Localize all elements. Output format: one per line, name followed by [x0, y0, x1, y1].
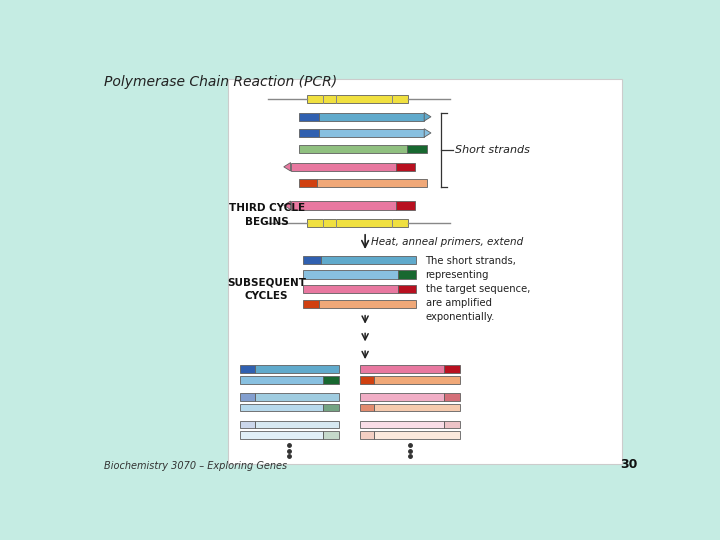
Bar: [395, 201, 415, 210]
Polygon shape: [424, 112, 431, 121]
Bar: [444, 365, 459, 373]
Text: Polymerase Chain Reaction (PCR): Polymerase Chain Reaction (PCR): [104, 75, 337, 89]
Bar: [336, 219, 392, 227]
Bar: [228, 79, 621, 464]
Bar: [307, 95, 323, 103]
Bar: [319, 112, 424, 121]
Bar: [240, 376, 323, 383]
Text: Short strands: Short strands: [455, 145, 530, 155]
Bar: [240, 365, 256, 373]
Bar: [444, 393, 459, 401]
Bar: [240, 403, 323, 411]
Bar: [240, 421, 256, 428]
Polygon shape: [424, 129, 431, 137]
Bar: [256, 365, 339, 373]
Bar: [240, 393, 256, 401]
Text: Heat, anneal primers, extend: Heat, anneal primers, extend: [371, 237, 523, 247]
Bar: [319, 300, 415, 308]
Bar: [256, 421, 339, 428]
Bar: [307, 219, 323, 227]
Bar: [256, 393, 339, 401]
Bar: [374, 431, 459, 439]
Bar: [392, 219, 408, 227]
Bar: [300, 112, 319, 121]
Bar: [374, 376, 459, 383]
Bar: [395, 163, 415, 171]
Bar: [300, 179, 317, 187]
Text: 30: 30: [620, 458, 637, 471]
Bar: [361, 393, 444, 401]
Text: SUBSEQUENT
CYCLES: SUBSEQUENT CYCLES: [228, 278, 306, 301]
Bar: [323, 403, 339, 411]
Bar: [336, 95, 392, 103]
Bar: [361, 365, 444, 373]
Bar: [291, 163, 395, 171]
Bar: [361, 431, 374, 439]
Bar: [303, 285, 397, 294]
Text: Biochemistry 3070 – Exploring Genes: Biochemistry 3070 – Exploring Genes: [104, 461, 287, 471]
Bar: [323, 219, 336, 227]
Bar: [317, 179, 427, 187]
Text: THIRD CYCLE
BEGINS: THIRD CYCLE BEGINS: [229, 204, 305, 227]
Bar: [240, 431, 323, 439]
Bar: [300, 145, 407, 153]
Polygon shape: [284, 201, 291, 210]
Bar: [361, 421, 444, 428]
Bar: [444, 421, 459, 428]
Bar: [397, 271, 415, 279]
Bar: [323, 431, 339, 439]
Bar: [291, 201, 395, 210]
Bar: [300, 129, 319, 137]
Bar: [319, 129, 424, 137]
Bar: [397, 285, 415, 294]
Bar: [303, 300, 319, 308]
Bar: [303, 256, 321, 264]
Bar: [323, 95, 336, 103]
Bar: [361, 403, 374, 411]
Bar: [323, 376, 339, 383]
Bar: [392, 95, 408, 103]
Bar: [407, 145, 427, 153]
Polygon shape: [284, 163, 291, 171]
Bar: [374, 403, 459, 411]
Bar: [321, 256, 415, 264]
Text: The short strands,
representing
the target sequence,
are amplified
exponentially: The short strands, representing the targ…: [426, 256, 530, 322]
Bar: [303, 271, 397, 279]
Bar: [361, 376, 374, 383]
